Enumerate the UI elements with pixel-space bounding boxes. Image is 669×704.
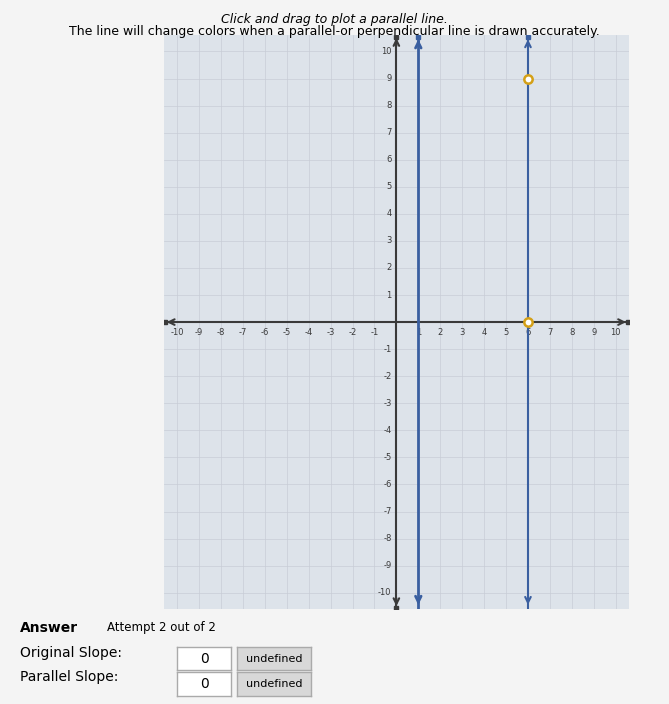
Text: 2: 2 xyxy=(386,263,391,272)
Text: 5: 5 xyxy=(503,328,508,337)
Text: 6: 6 xyxy=(386,155,391,164)
Text: 10: 10 xyxy=(610,328,621,337)
Text: 5: 5 xyxy=(386,182,391,191)
Text: Answer: Answer xyxy=(20,621,78,635)
Text: Click and drag to plot a parallel line.: Click and drag to plot a parallel line. xyxy=(221,13,448,25)
Text: 1: 1 xyxy=(386,291,391,299)
Text: 6: 6 xyxy=(525,328,531,337)
Text: -7: -7 xyxy=(383,507,391,516)
Text: Parallel Slope:: Parallel Slope: xyxy=(20,670,118,684)
Text: -6: -6 xyxy=(383,480,391,489)
Text: -1: -1 xyxy=(371,328,379,337)
Text: 4: 4 xyxy=(482,328,487,337)
Text: 1: 1 xyxy=(415,328,421,337)
Text: Original Slope:: Original Slope: xyxy=(20,646,122,660)
Text: -3: -3 xyxy=(326,328,334,337)
Text: 10: 10 xyxy=(381,47,391,56)
Text: -8: -8 xyxy=(217,328,225,337)
Text: -10: -10 xyxy=(378,589,391,597)
Text: -7: -7 xyxy=(239,328,247,337)
Text: 3: 3 xyxy=(460,328,465,337)
Text: -8: -8 xyxy=(383,534,391,543)
Text: -5: -5 xyxy=(383,453,391,462)
Text: -10: -10 xyxy=(171,328,184,337)
Text: undefined: undefined xyxy=(246,653,302,664)
Text: undefined: undefined xyxy=(246,679,302,689)
Text: -4: -4 xyxy=(304,328,313,337)
Text: 9: 9 xyxy=(386,74,391,83)
Text: 4: 4 xyxy=(386,209,391,218)
Text: -5: -5 xyxy=(282,328,291,337)
Text: -9: -9 xyxy=(195,328,203,337)
Text: -4: -4 xyxy=(383,426,391,435)
Text: 8: 8 xyxy=(386,101,391,110)
Text: 2: 2 xyxy=(438,328,443,337)
Text: 0: 0 xyxy=(199,677,209,691)
Text: -2: -2 xyxy=(349,328,357,337)
Text: -3: -3 xyxy=(383,398,391,408)
Text: 7: 7 xyxy=(547,328,553,337)
Text: -1: -1 xyxy=(383,345,391,353)
Text: 9: 9 xyxy=(591,328,596,337)
Text: 0: 0 xyxy=(199,652,209,665)
Text: Attempt 2 out of 2: Attempt 2 out of 2 xyxy=(107,621,216,634)
Text: 7: 7 xyxy=(386,128,391,137)
Text: The line will change colors when a parallel‑or perpendicular line is drawn accur: The line will change colors when a paral… xyxy=(69,25,600,38)
Text: 3: 3 xyxy=(386,237,391,246)
Text: -2: -2 xyxy=(383,372,391,381)
Text: 8: 8 xyxy=(569,328,575,337)
Text: -6: -6 xyxy=(261,328,269,337)
Text: -9: -9 xyxy=(383,561,391,570)
